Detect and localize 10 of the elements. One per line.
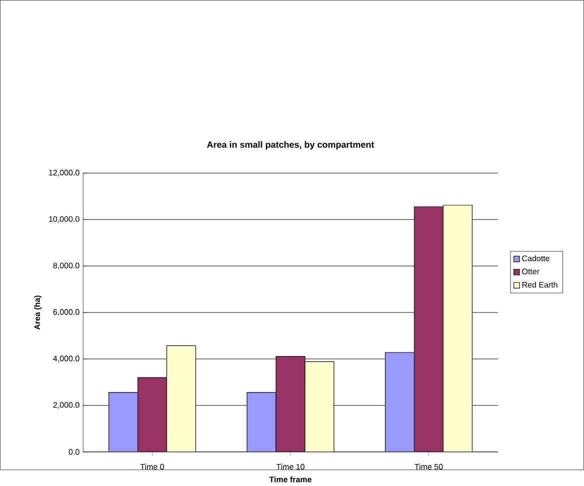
bar bbox=[384, 352, 415, 452]
bar bbox=[414, 206, 444, 452]
bar bbox=[108, 392, 138, 452]
bar bbox=[276, 356, 306, 452]
bar bbox=[442, 205, 473, 452]
chart-title: Area in small patches, by compartment bbox=[207, 141, 374, 150]
bar bbox=[166, 346, 196, 452]
bar bbox=[304, 362, 334, 452]
bar bbox=[137, 377, 168, 452]
bar bbox=[246, 392, 276, 452]
